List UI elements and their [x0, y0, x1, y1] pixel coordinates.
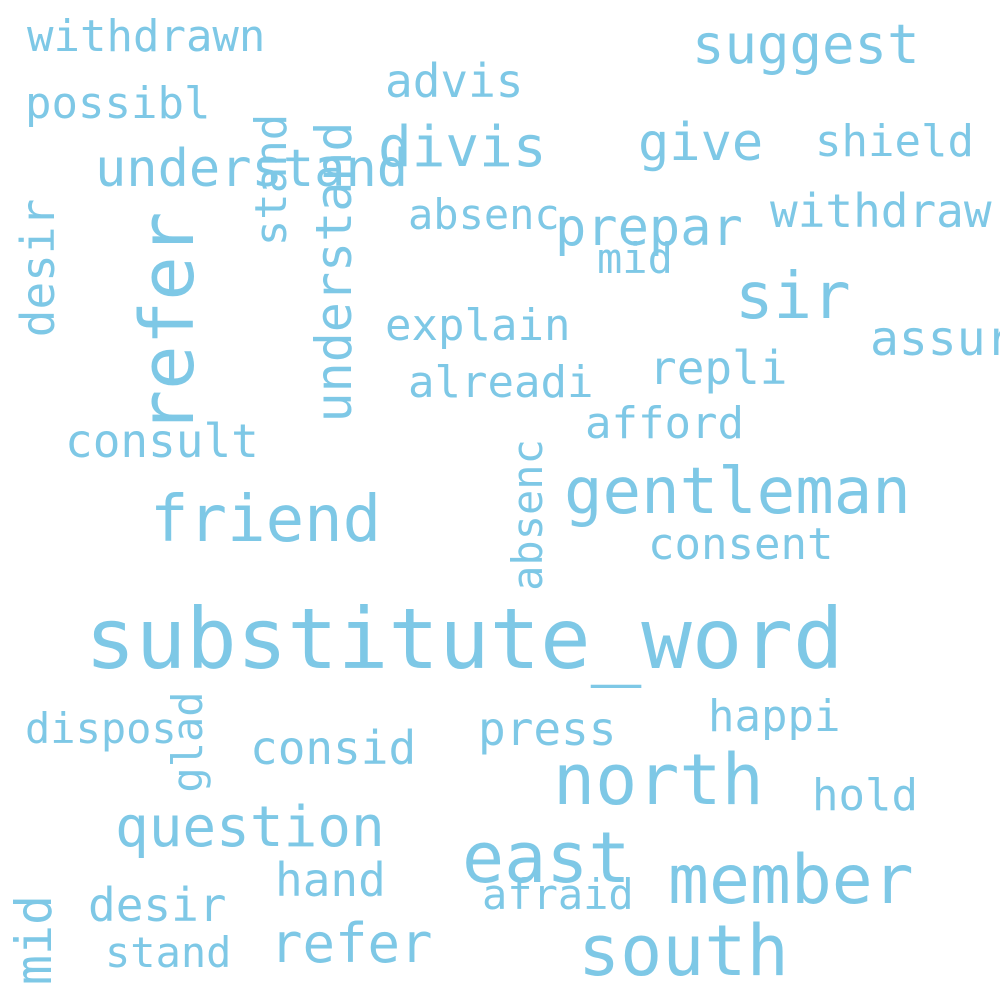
- word-abl: assur: [870, 311, 1000, 367]
- word-east: east: [462, 817, 631, 899]
- word-withdrawn: afford: [585, 398, 744, 449]
- word-understand: understand: [305, 121, 363, 423]
- word-possibl: prepar: [555, 198, 743, 258]
- word-gentleman: gentleman: [564, 455, 911, 529]
- word-consid: hand: [275, 853, 386, 907]
- word-glad: glad: [163, 691, 212, 793]
- word-afford: desir: [88, 878, 227, 932]
- word-suggest: suggest: [692, 13, 920, 76]
- word-explain: possibl: [25, 78, 211, 129]
- word-hold: shield: [815, 116, 974, 167]
- word-sir: sir: [735, 260, 851, 334]
- word-south: south: [578, 910, 789, 992]
- word-substitute-word: substitute_word: [85, 590, 844, 688]
- word-mid: mid: [5, 894, 63, 986]
- word-question: question: [115, 795, 385, 860]
- word-member: member: [668, 841, 914, 920]
- word-meet: stand: [105, 928, 232, 977]
- word-serv: mid: [597, 234, 673, 283]
- word-shield: press: [478, 702, 617, 756]
- word-repli: give: [638, 113, 764, 173]
- word-afraid: consult: [65, 414, 259, 468]
- word-absenc: absenc: [503, 439, 552, 591]
- word-happi: explain: [385, 300, 571, 351]
- word-consent: happi: [708, 691, 841, 742]
- word-divis: divis: [378, 115, 547, 180]
- word-withdraw: advis: [385, 54, 524, 108]
- word-dispos: consent: [648, 519, 834, 570]
- word-friend: friend: [150, 483, 382, 557]
- word-prepar: repli: [649, 341, 788, 395]
- word-desir: desir: [11, 198, 65, 338]
- word-press: alreadi: [408, 357, 594, 408]
- word-advis: consid: [250, 721, 417, 775]
- word-hand: understand: [95, 139, 409, 199]
- word-stand: stand: [246, 113, 297, 247]
- word-refer: refer: [125, 211, 211, 435]
- word-north: north: [553, 739, 764, 821]
- word-alreadi: withdrawn: [27, 11, 266, 62]
- word-make: absenc: [408, 190, 560, 239]
- word-consult: withdraw: [770, 184, 992, 238]
- word-assur: afraid: [482, 870, 634, 919]
- word-doe: hold: [812, 770, 918, 821]
- word-give: refer: [270, 912, 433, 975]
- word-gave: dispos: [25, 704, 177, 753]
